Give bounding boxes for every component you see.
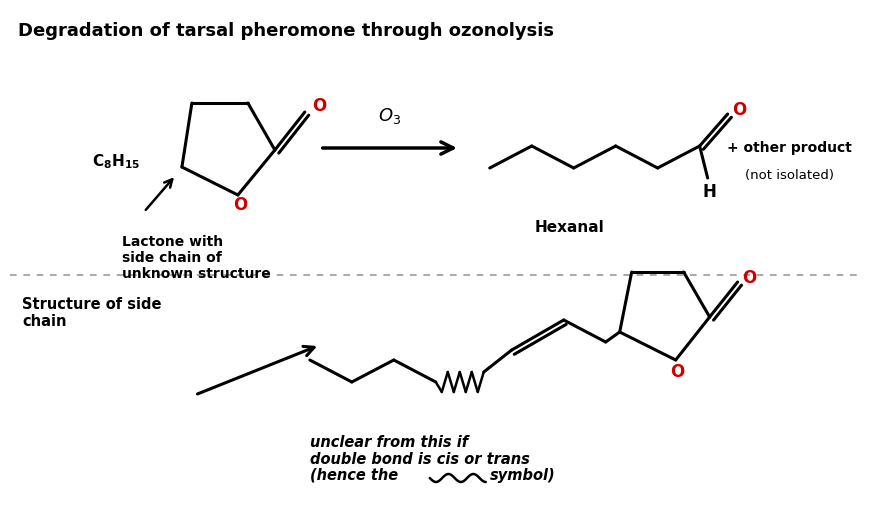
Text: O: O xyxy=(233,196,247,214)
Text: (hence the: (hence the xyxy=(309,468,397,483)
Text: Hexanal: Hexanal xyxy=(534,220,604,236)
Text: Structure of side
chain: Structure of side chain xyxy=(22,297,162,329)
Text: + other product: + other product xyxy=(726,141,851,155)
Text: Degradation of tarsal pheromone through ozonolysis: Degradation of tarsal pheromone through … xyxy=(18,22,554,40)
Text: O: O xyxy=(741,269,756,287)
Text: O: O xyxy=(732,101,746,119)
Text: $O_3$: $O_3$ xyxy=(378,106,401,126)
Text: O: O xyxy=(670,363,684,381)
Text: Lactone with
side chain of
unknown structure: Lactone with side chain of unknown struc… xyxy=(122,235,270,281)
Text: H: H xyxy=(702,183,716,201)
Text: O: O xyxy=(311,97,326,115)
Text: (not isolated): (not isolated) xyxy=(744,169,833,181)
Text: $\mathbf{C_8H_{15}}$: $\mathbf{C_8H_{15}}$ xyxy=(91,152,140,171)
Text: unclear from this if
double bond is cis or trans: unclear from this if double bond is cis … xyxy=(309,435,529,467)
Text: symbol): symbol) xyxy=(489,468,554,483)
